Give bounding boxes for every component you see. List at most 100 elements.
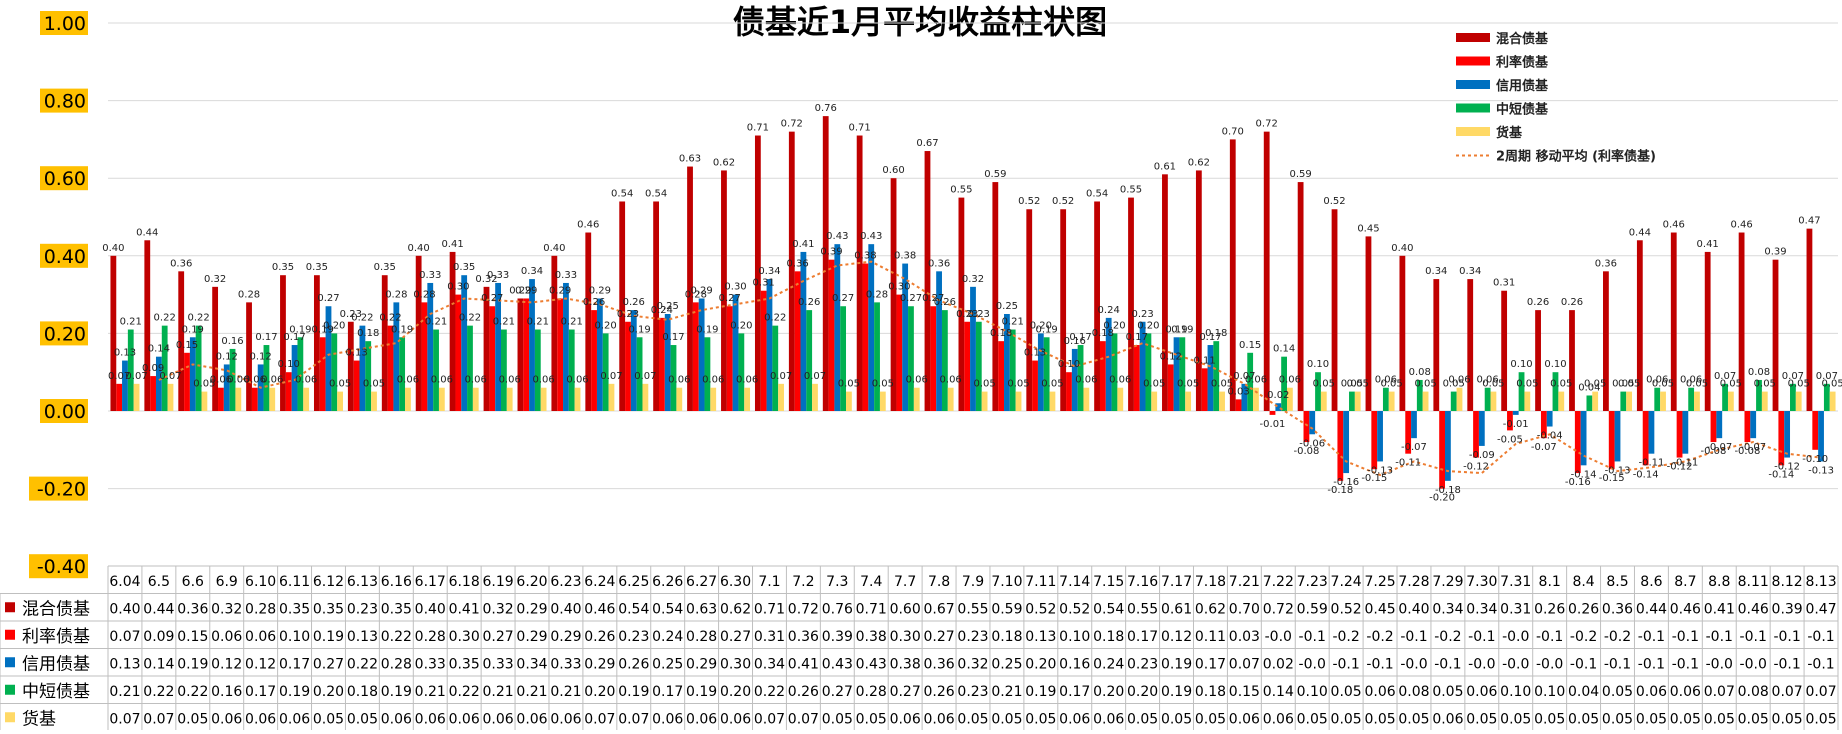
bar [1145, 333, 1152, 411]
table-cell: 0.26 [923, 684, 954, 700]
bar [670, 345, 677, 411]
data-label: 0.28 [385, 289, 407, 300]
legend-label: 信用债基 [1496, 78, 1549, 94]
data-label: 0.32 [475, 274, 497, 285]
table-cell: 0.18 [1093, 629, 1124, 645]
bar [415, 255, 422, 411]
ytick-label: 0.00 [44, 401, 86, 423]
bar [427, 282, 434, 411]
bar [992, 182, 999, 411]
bar [1371, 411, 1378, 470]
legend-swatch [1456, 103, 1490, 113]
table-cell: -0.1 [1400, 629, 1427, 645]
bar [195, 325, 202, 411]
data-label: 0.10 [1307, 359, 1329, 370]
category-label: 6.9 [216, 574, 238, 590]
data-label: 0.27 [719, 293, 741, 304]
data-label: 0.06 [244, 375, 266, 386]
bar [1750, 411, 1757, 439]
category-label: 7.11 [1025, 574, 1056, 590]
data-label: 0.21 [425, 317, 447, 328]
table-cell: 0.28 [245, 601, 276, 617]
bar [1660, 391, 1666, 411]
bar [1094, 201, 1100, 411]
ytick-label: -0.40 [37, 556, 86, 578]
data-label: -0.18 [1327, 485, 1353, 496]
table-cell: 0.10 [279, 629, 310, 645]
data-label: -0.14 [1571, 469, 1597, 480]
category-label: 8.13 [1805, 574, 1836, 590]
table-cell: 0.21 [415, 684, 446, 700]
bar [1167, 364, 1174, 411]
table-cell: 0.06 [1670, 684, 1701, 700]
bar [574, 387, 581, 411]
category-label: 7.29 [1432, 574, 1463, 590]
data-label: -0.11 [1395, 458, 1421, 469]
table-cell: 0.09 [143, 629, 174, 645]
table-cell: -0.0 [1502, 656, 1529, 672]
bar [489, 306, 496, 411]
table-cell: 0.07 [788, 711, 819, 727]
table-cell: 0.36 [788, 629, 819, 645]
bar [1790, 383, 1796, 411]
bar [1275, 403, 1282, 411]
bar [1586, 395, 1593, 411]
bar [1201, 368, 1208, 411]
bar [896, 294, 903, 411]
table-cell: 0.44 [1636, 601, 1667, 617]
bar [1060, 209, 1067, 411]
bar [1682, 411, 1689, 454]
bar [1484, 387, 1491, 411]
data-label: 0.36 [786, 258, 808, 269]
ytick-label: 1.00 [44, 13, 86, 35]
data-label: 0.05 [1211, 379, 1233, 390]
data-label: 0.72 [781, 119, 803, 130]
table-cell: 0.06 [1229, 711, 1260, 727]
table-cell: 0.40 [109, 601, 140, 617]
table-cell: 0.05 [1805, 711, 1836, 727]
table-cell: 0.72 [788, 601, 819, 617]
data-label: 0.08 [1409, 367, 1431, 378]
bar [1823, 383, 1830, 411]
bar [523, 298, 530, 411]
data-label: 0.39 [820, 247, 842, 258]
bar [1608, 411, 1615, 470]
data-label: -0.11 [1638, 458, 1664, 469]
table-cell: 0.67 [923, 601, 954, 617]
table-series-name: 信用债基 [22, 654, 90, 674]
bar [1456, 387, 1463, 411]
legend-label: 混合债基 [1496, 31, 1549, 47]
table-cell: 0.13 [109, 656, 140, 672]
data-label: 0.34 [758, 266, 780, 277]
table-cell: 0.14 [143, 656, 174, 672]
bar [1654, 387, 1661, 411]
table-cell: -0.1 [1807, 629, 1834, 645]
data-label: 0.05 [1313, 379, 1335, 390]
table-cell: 0.05 [313, 711, 344, 727]
bar [1727, 391, 1734, 411]
table-cell: -0.1 [1638, 629, 1665, 645]
bar [223, 364, 230, 411]
category-label: 7.10 [991, 574, 1022, 590]
data-label: 0.05 [1652, 379, 1674, 390]
table-legend-key [5, 602, 15, 613]
bar [1043, 337, 1050, 411]
table-cell: 0.76 [822, 601, 853, 617]
bar [1540, 411, 1547, 439]
legend-swatch [1456, 33, 1490, 42]
bar [1382, 387, 1389, 411]
table-cell: 0.47 [1805, 601, 1836, 617]
table-cell: 0.19 [1025, 684, 1056, 700]
bar [625, 321, 631, 411]
table-cell: 0.23 [957, 629, 988, 645]
data-label: -0.13 [1605, 465, 1631, 476]
category-label: 6.13 [347, 574, 378, 590]
table-cell: 0.05 [1568, 711, 1599, 727]
bar [941, 310, 948, 411]
data-label: -0.04 [1537, 431, 1563, 442]
bar [495, 282, 501, 411]
bar [1818, 411, 1824, 462]
data-label: 0.05 [872, 379, 894, 390]
table-cell: 0.06 [279, 711, 310, 727]
data-label: 0.21 [1002, 317, 1024, 328]
